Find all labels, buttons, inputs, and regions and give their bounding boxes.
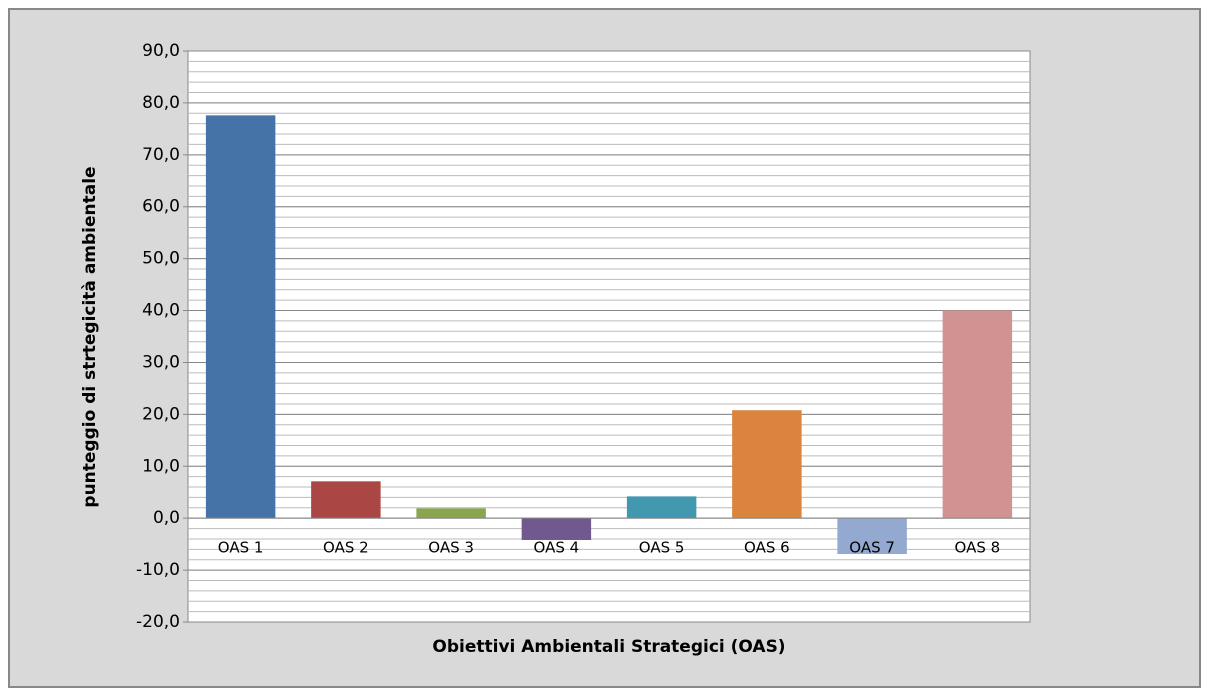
- bar: [311, 481, 381, 519]
- y-tick-label: -20,0: [136, 612, 180, 632]
- y-tick-label: 90,0: [142, 41, 180, 61]
- y-tick-label: 80,0: [142, 93, 180, 113]
- bar: [205, 115, 276, 519]
- x-tick-label: OAS 5: [639, 539, 685, 557]
- y-tick-label: 30,0: [142, 352, 180, 372]
- x-tick-label: OAS 4: [534, 539, 580, 557]
- x-tick-label: OAS 3: [428, 539, 474, 557]
- x-tick-label: OAS 8: [955, 539, 1001, 557]
- bar: [732, 410, 802, 519]
- y-tick-label: 70,0: [142, 145, 180, 165]
- x-tick-label: OAS 7: [849, 539, 895, 557]
- x-axis-title: Obiettivi Ambientali Strategici (OAS): [432, 637, 785, 657]
- y-tick-label: -10,0: [136, 560, 180, 580]
- x-tick-label: OAS 2: [323, 539, 369, 557]
- y-tick-label: 40,0: [142, 301, 180, 321]
- y-tick-label: 50,0: [142, 249, 180, 269]
- bar: [837, 518, 907, 554]
- x-tick-label: OAS 1: [218, 539, 264, 557]
- y-tick-label: 20,0: [142, 404, 180, 424]
- y-tick-label: 60,0: [142, 197, 180, 217]
- bar: [942, 310, 1013, 519]
- x-tick-label: OAS 6: [744, 539, 790, 557]
- bar: [416, 508, 486, 519]
- y-axis-title: punteggio di strtegicità ambientale: [80, 166, 100, 507]
- bar: [626, 496, 697, 519]
- y-tick-label: 0,0: [153, 508, 180, 528]
- y-tick-label: 10,0: [142, 456, 180, 476]
- bar: [521, 518, 592, 540]
